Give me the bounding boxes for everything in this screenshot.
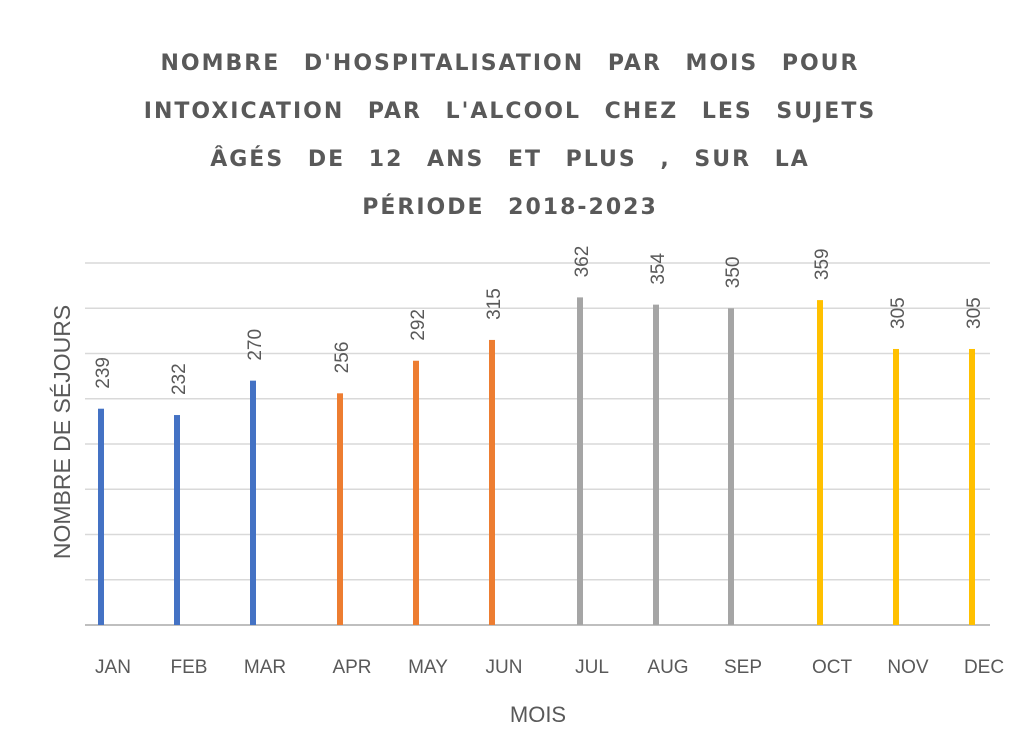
chart-title-line-2: INTOXICATION PAR L'ALCOOL CHEZ LES SUJET… [143,99,877,124]
data-label: 292 [408,309,429,341]
bar-oct [817,300,823,625]
gridlines [85,262,990,626]
bar-apr [337,393,343,625]
chart-title-line-3: ÂGÉS DE 12 ANS ET PLUS , SUR LA [210,147,810,172]
data-label: 315 [484,288,505,320]
data-label: 239 [93,357,114,389]
data-label: 256 [332,342,353,374]
chart-title-line-1: NOMBRE D'HOSPITALISATION PAR MOIS POUR [160,51,860,76]
y-axis-title: NOMBRE DE SÉJOURS [49,305,75,559]
bar-dec [969,348,975,625]
data-label: 305 [964,297,985,329]
x-tick-label: MAY [408,657,448,678]
x-tick-label: JUN [486,657,523,678]
data-label: 270 [245,329,266,361]
x-tick-label: AUG [647,657,688,678]
bar-sep [728,308,734,625]
data-label: 305 [888,297,909,329]
x-tick-label: FEB [171,657,208,678]
data-label: 359 [812,248,833,280]
data-label: 350 [723,257,744,289]
bar-nov [893,348,899,625]
bars [98,297,975,625]
bar-aug [653,304,659,625]
data-label: 362 [572,246,593,278]
data-labels: 239 232 270 256 292 315 362 354 350 359 305 305 [93,246,985,395]
bar-mar [250,380,256,625]
x-tick-label: MAR [244,657,286,678]
bar-jan [98,408,104,625]
bar-jul [577,297,583,625]
bar-feb [174,415,180,625]
x-tick-label: APR [332,657,371,678]
x-tick-label: JAN [95,657,131,678]
bar-may [413,360,419,625]
x-tick-label: DEC [964,657,1004,678]
x-tick-label: JUL [575,657,609,678]
x-tick-labels: JAN FEB MAR APR MAY JUN JUL AUG SEP OCT NOV DEC [95,657,1004,678]
chart-title: NOMBRE D'HOSPITALISATION PAR MOIS POUR I… [100,40,920,232]
data-label: 354 [648,252,669,284]
x-tick-label: NOV [887,657,929,678]
data-label: 232 [169,363,190,395]
x-tick-label: OCT [812,657,853,678]
bar-jun [489,339,495,625]
chart-title-line-4: PÉRIODE 2018-2023 [362,195,658,220]
x-tick-label: SEP [724,657,762,678]
x-axis-title: MOIS [510,702,566,727]
